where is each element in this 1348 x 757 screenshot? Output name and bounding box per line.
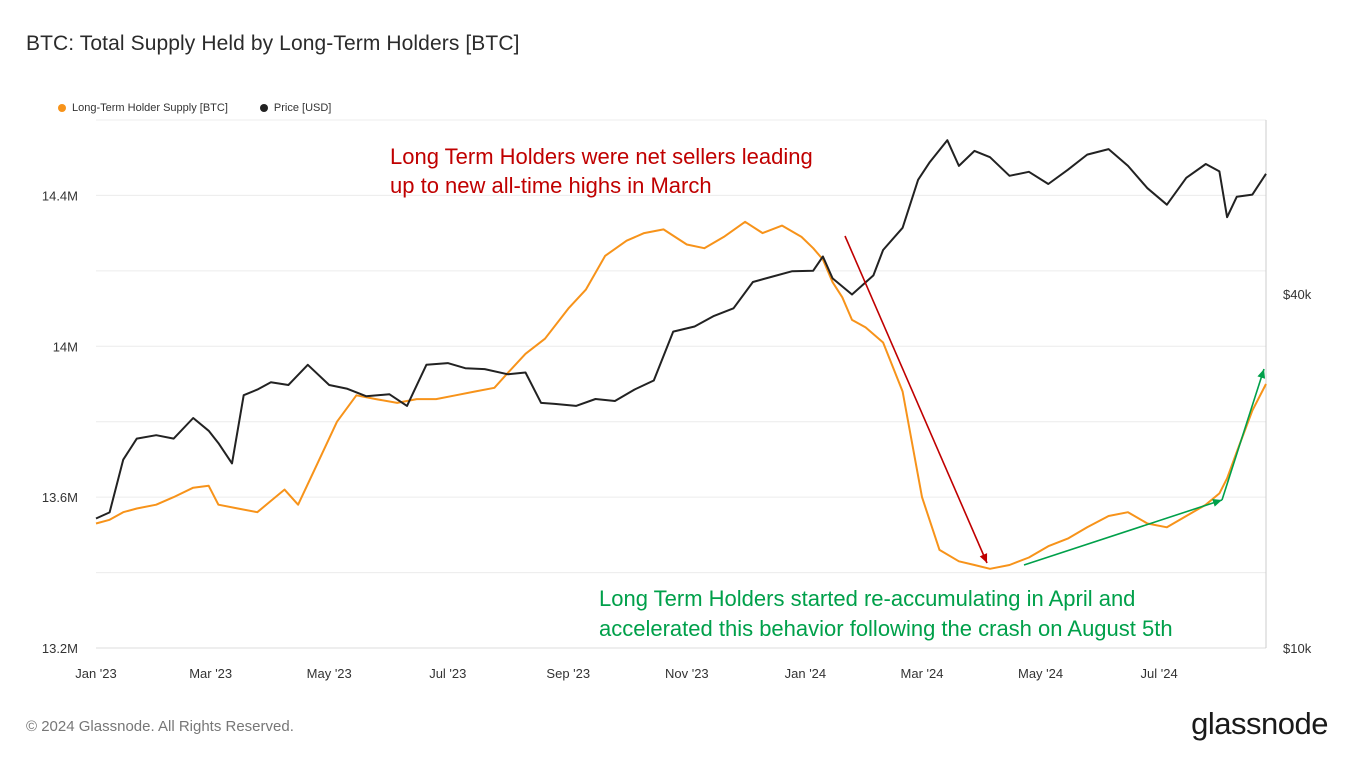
annotation-accumulating-line-1: Long Term Holders started re-accumulatin…	[599, 586, 1135, 611]
y-left-tick-label: 14M	[53, 339, 78, 354]
arrow-accelerated-head	[1257, 369, 1266, 379]
legend-label-price: Price [USD]	[273, 102, 332, 114]
annotations: Long Term Holders were net sellers leadi…	[390, 144, 1173, 641]
glassnode-logo[interactable]: glassnode	[1191, 706, 1328, 741]
x-tick-label: Jan '24	[785, 666, 827, 681]
axes	[96, 120, 1267, 649]
legend-item-lth-supply[interactable]: Long-Term Holder Supply [BTC]	[58, 102, 228, 114]
series-line-lth-supply	[95, 220, 1267, 570]
tick-labels: 13.2M 13.6M 14M 14.4M $10k $40k Jan '23 Mar '23…	[42, 188, 1312, 681]
x-tick-label: Nov '23	[665, 666, 709, 681]
annotation-accumulating-line-2: accelerated this behavior following the …	[599, 616, 1173, 641]
x-tick-label: Mar '23	[189, 666, 232, 681]
legend-swatch-price	[259, 104, 268, 112]
x-tick-label: Jul '24	[1141, 666, 1178, 681]
annotation-sellers-line-2: up to new all-time highs in March	[390, 173, 712, 198]
y-left-tick-label: 13.6M	[42, 490, 78, 505]
arrow-accumulation-head	[1212, 499, 1222, 507]
annotation-arrows	[844, 235, 1266, 566]
x-tick-label: May '23	[307, 666, 352, 681]
annotation-sellers-line-1: Long Term Holders were net sellers leadi…	[390, 144, 813, 169]
arrow-sellers-head	[979, 553, 988, 563]
copyright: © 2024 Glassnode. All Rights Reserved.	[26, 718, 294, 735]
y-left-tick-label: 14.4M	[42, 188, 78, 203]
legend: Long-Term Holder Supply [BTC] Price [USD…	[58, 102, 331, 114]
legend-item-price[interactable]: Price [USD]	[259, 102, 332, 114]
grid-lines	[96, 119, 1266, 649]
legend-label-lth-supply: Long-Term Holder Supply [BTC]	[72, 102, 228, 114]
chart-title: BTC: Total Supply Held by Long-Term Hold…	[26, 32, 520, 55]
x-tick-label: Jul '23	[429, 666, 466, 681]
x-tick-label: May '24	[1018, 666, 1063, 681]
series-line-price	[95, 139, 1267, 520]
x-tick-label: Jan '23	[75, 666, 117, 681]
series-lines	[95, 139, 1267, 570]
x-tick-label: Sep '23	[546, 666, 590, 681]
legend-swatch-lth-supply	[58, 104, 66, 112]
arrow-accelerated-shaft	[1221, 368, 1265, 501]
x-tick-label: Mar '24	[901, 666, 944, 681]
arrow-sellers-shaft	[844, 235, 988, 564]
arrow-accumulation-shaft	[1023, 499, 1223, 566]
y-right-tick-label: $10k	[1283, 641, 1312, 656]
y-left-tick-label: 13.2M	[42, 641, 78, 656]
y-right-tick-label: $40k	[1283, 287, 1312, 302]
